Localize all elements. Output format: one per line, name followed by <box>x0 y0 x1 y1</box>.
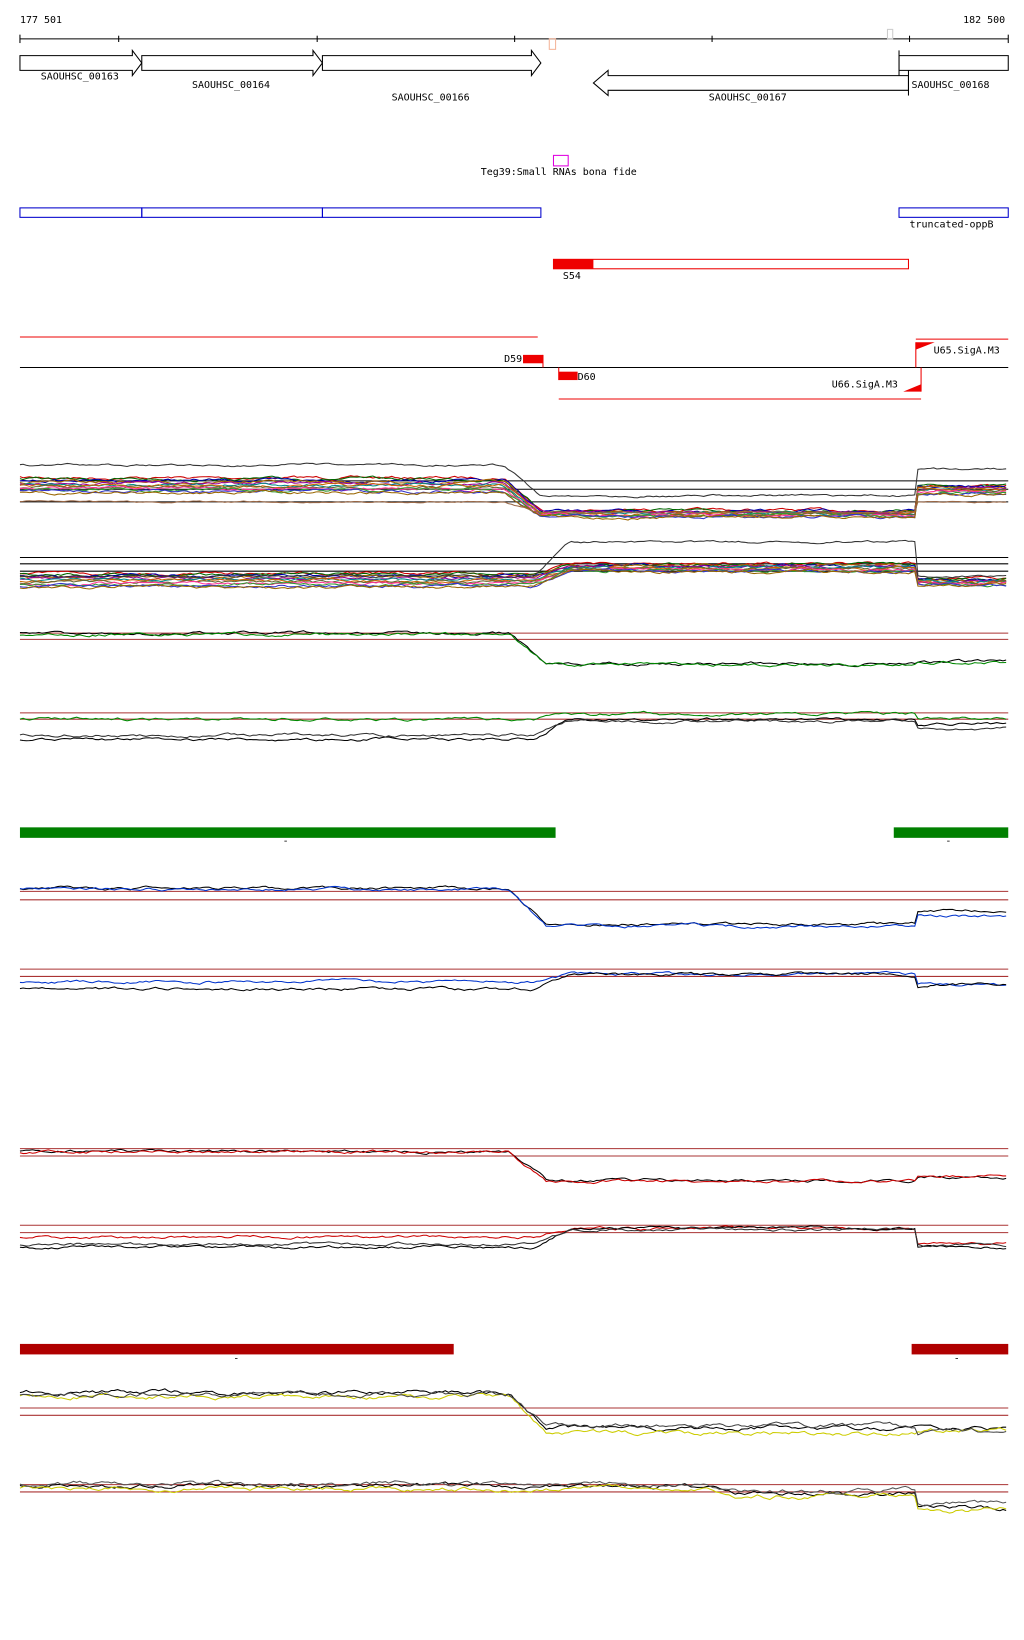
segment-box <box>552 258 909 270</box>
region-label: - <box>283 836 289 847</box>
trace <box>19 1390 1007 1436</box>
region-label: - <box>945 836 951 847</box>
trace <box>19 568 1007 590</box>
trace <box>19 565 1007 585</box>
marker <box>886 28 894 40</box>
trace <box>19 1481 1007 1512</box>
tss-triangle <box>915 342 935 350</box>
trace <box>19 710 1007 722</box>
expression-traces <box>19 462 1009 1514</box>
tss-label: D59 <box>504 354 522 365</box>
trace <box>19 484 1007 518</box>
srna-label: Teg39:Small RNAs bona fide <box>481 167 637 178</box>
trace <box>19 970 1007 987</box>
region-label: - <box>233 1354 239 1365</box>
trace <box>19 631 1007 668</box>
trace <box>19 539 1007 579</box>
ruler-ticks <box>19 34 1009 44</box>
region-bar <box>19 827 556 838</box>
tss-box <box>558 371 578 381</box>
trace <box>19 1226 1007 1248</box>
trace <box>19 500 1007 514</box>
gene-label: SAOUHSC_00163 <box>41 72 119 83</box>
trace <box>19 562 1007 583</box>
tss-label: U66.SigA.M3 <box>832 379 898 390</box>
ruler-start: 177 501 <box>20 15 62 26</box>
trace <box>19 718 1007 739</box>
region-label: - <box>954 1354 960 1365</box>
segment-label: S54 <box>563 271 581 282</box>
gene-arrows <box>19 48 1009 97</box>
trace <box>19 717 1007 742</box>
gene-label: SAOUHSC_00166 <box>392 93 470 104</box>
tss-label: D60 <box>578 372 596 383</box>
trace <box>19 1392 1007 1437</box>
operon-boxes <box>19 207 1009 218</box>
segment-fill <box>553 259 594 269</box>
gene-label: SAOUHSC_00164 <box>192 80 270 91</box>
trace <box>19 971 1007 992</box>
srna-box <box>552 154 569 167</box>
region-bar <box>19 1343 454 1355</box>
gene-label: SAOUHSC_00168 <box>911 80 989 91</box>
trace <box>19 462 1007 499</box>
region-bar <box>893 827 1009 838</box>
operon-label: truncated-oppB <box>910 220 994 231</box>
trace <box>19 489 1007 521</box>
trace <box>19 566 1007 586</box>
trace <box>19 567 1007 587</box>
tss-triangle <box>903 384 922 392</box>
trace <box>19 1479 1007 1507</box>
trace <box>19 1148 1007 1184</box>
ruler-end: 182 500 <box>963 15 1005 26</box>
trace <box>19 630 1007 668</box>
trace <box>19 1149 1007 1185</box>
trace <box>19 885 1007 929</box>
tss-label: U65.SigA.M3 <box>934 346 1000 357</box>
region-bar <box>911 1343 1009 1355</box>
trace <box>19 480 1007 516</box>
gene-label: SAOUHSC_00167 <box>709 93 787 104</box>
marker <box>548 38 557 50</box>
tss-box <box>523 354 543 364</box>
trace <box>19 1225 1007 1246</box>
